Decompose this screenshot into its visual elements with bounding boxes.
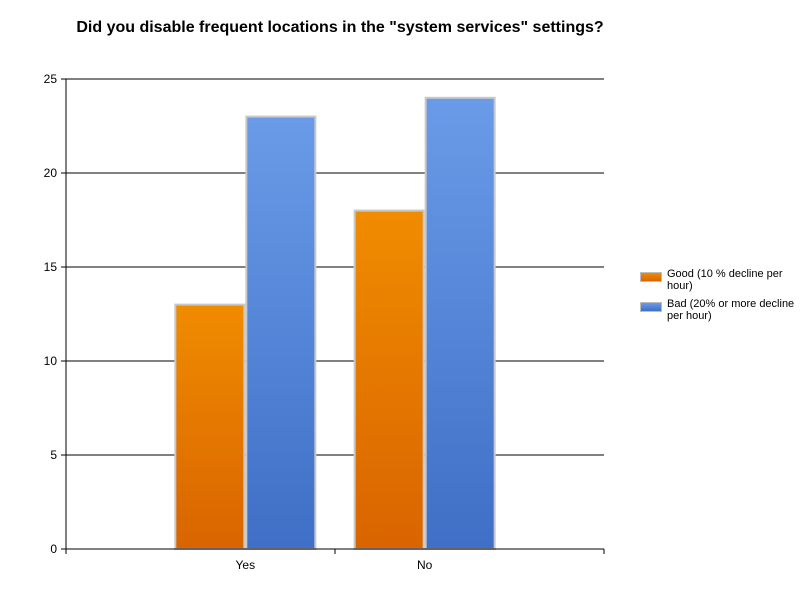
x-tick-label: No bbox=[417, 558, 433, 572]
legend-label-bad: Bad (20% or more decline per hour) bbox=[667, 298, 795, 322]
legend-label-good: Good (10 % decline per hour) bbox=[667, 268, 783, 292]
bar-good-yes bbox=[174, 303, 246, 550]
legend-swatch-bad bbox=[640, 302, 662, 312]
bars bbox=[174, 96, 496, 551]
y-tick-label: 15 bbox=[44, 260, 58, 274]
grid-lines bbox=[66, 78, 604, 550]
y-tick-label: 10 bbox=[44, 354, 58, 368]
tick-labels: 0 5 10 15 20 25 Yes No bbox=[44, 72, 433, 572]
bar-bad-yes bbox=[245, 115, 317, 550]
bar-bad-no bbox=[424, 96, 496, 551]
legend: Good (10 % decline per hour) Bad (20% or… bbox=[640, 268, 795, 328]
legend-swatch-good bbox=[640, 272, 662, 282]
legend-item-good: Good (10 % decline per hour) bbox=[640, 268, 795, 292]
chart-title: Did you disable frequent locations in th… bbox=[76, 19, 604, 36]
legend-item-bad: Bad (20% or more decline per hour) bbox=[640, 298, 795, 322]
y-tick-label: 0 bbox=[50, 542, 57, 556]
axes bbox=[61, 78, 605, 554]
x-tick-label: Yes bbox=[236, 558, 256, 572]
y-tick-label: 20 bbox=[44, 166, 58, 180]
bar-good-no bbox=[353, 209, 425, 550]
y-tick-label: 5 bbox=[50, 448, 57, 462]
y-tick-label: 25 bbox=[44, 72, 58, 86]
